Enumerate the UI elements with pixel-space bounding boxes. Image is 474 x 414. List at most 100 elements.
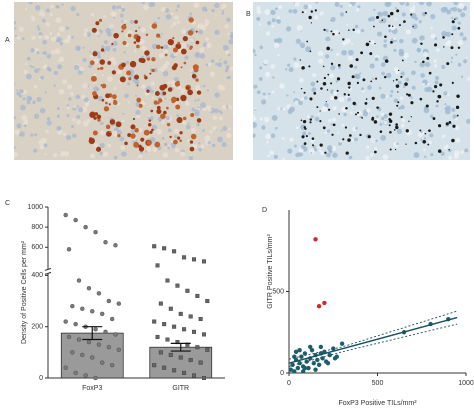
cell <box>348 155 353 160</box>
cell <box>451 107 456 112</box>
stained-cell <box>127 33 132 38</box>
stained-cell <box>395 78 398 81</box>
data-point <box>192 329 197 334</box>
stained-cell <box>395 84 400 88</box>
stained-cell <box>397 69 400 72</box>
data-point <box>103 329 108 335</box>
cell <box>103 14 107 18</box>
cell <box>374 57 379 61</box>
cell <box>329 95 335 101</box>
cell <box>33 68 40 74</box>
cell <box>174 148 180 153</box>
cell <box>369 63 375 69</box>
cell <box>141 45 147 52</box>
cell <box>192 40 195 43</box>
stained-cell <box>396 9 400 13</box>
cell <box>458 3 465 10</box>
cell <box>306 114 310 119</box>
stained-cell <box>422 60 425 64</box>
stained-cell <box>167 38 174 46</box>
cell <box>29 64 33 68</box>
data-point <box>178 355 183 360</box>
stained-cell <box>129 60 137 68</box>
data-point <box>192 257 197 262</box>
cell <box>158 52 165 59</box>
cell <box>325 36 331 42</box>
stained-cell <box>332 123 336 127</box>
cell <box>93 143 98 148</box>
stained-cell <box>388 119 393 123</box>
stained-cell <box>151 57 156 62</box>
stained-cell <box>437 149 442 153</box>
cell <box>435 104 439 108</box>
stained-cell <box>151 128 154 132</box>
cell <box>193 2 200 9</box>
cell <box>451 25 457 31</box>
stained-cell <box>306 40 309 43</box>
cell <box>82 57 87 63</box>
cell <box>344 38 351 45</box>
data-point <box>201 376 206 381</box>
cell <box>165 115 171 121</box>
cell <box>58 56 65 63</box>
cell <box>150 81 155 86</box>
stained-cell <box>347 138 351 142</box>
cell <box>34 133 38 137</box>
stained-cell <box>320 87 323 90</box>
cell <box>113 86 117 90</box>
data-point <box>162 322 167 327</box>
cell <box>63 39 68 43</box>
stained-cell <box>404 82 408 86</box>
cell <box>221 142 227 148</box>
stained-cell <box>299 59 301 61</box>
cell <box>383 39 387 43</box>
cell <box>348 49 354 56</box>
stained-cell <box>93 116 97 120</box>
cell <box>256 9 262 14</box>
data-point <box>86 339 92 345</box>
cell <box>457 62 462 67</box>
cell <box>453 154 459 160</box>
cell <box>187 122 190 125</box>
cell <box>221 104 227 110</box>
cell <box>401 118 406 123</box>
data-point <box>192 373 197 378</box>
cell <box>215 62 218 66</box>
stained-cell <box>109 119 116 125</box>
stained-cell <box>398 24 401 27</box>
cell <box>430 26 433 30</box>
stained-cell <box>407 93 411 97</box>
cell <box>433 59 437 64</box>
cell <box>422 82 425 86</box>
cell <box>180 88 186 94</box>
cell <box>452 114 457 119</box>
cell <box>90 12 95 17</box>
stained-cell <box>406 93 409 96</box>
stained-cell <box>309 97 313 101</box>
cell <box>367 85 372 90</box>
cell <box>418 2 425 6</box>
stained-cell <box>156 44 161 50</box>
cell <box>356 29 361 34</box>
cell <box>227 53 231 57</box>
stained-cell <box>338 113 340 115</box>
stained-cell <box>301 11 304 14</box>
cell <box>224 24 229 29</box>
stained-cell <box>405 129 409 133</box>
stained-cell <box>375 15 380 19</box>
cell <box>73 105 76 109</box>
cell <box>313 14 319 20</box>
stained-cell <box>454 18 456 20</box>
cell <box>390 89 394 94</box>
cell <box>125 60 130 65</box>
cell <box>113 155 118 160</box>
data-point <box>109 316 115 322</box>
stained-cell <box>397 101 400 104</box>
stained-cell <box>115 121 122 128</box>
stained-cell <box>91 27 97 33</box>
cell <box>462 36 467 41</box>
stained-cell <box>448 149 450 151</box>
y-tick-label: 800 <box>31 224 43 231</box>
data-point <box>175 283 180 288</box>
cell <box>450 7 454 11</box>
